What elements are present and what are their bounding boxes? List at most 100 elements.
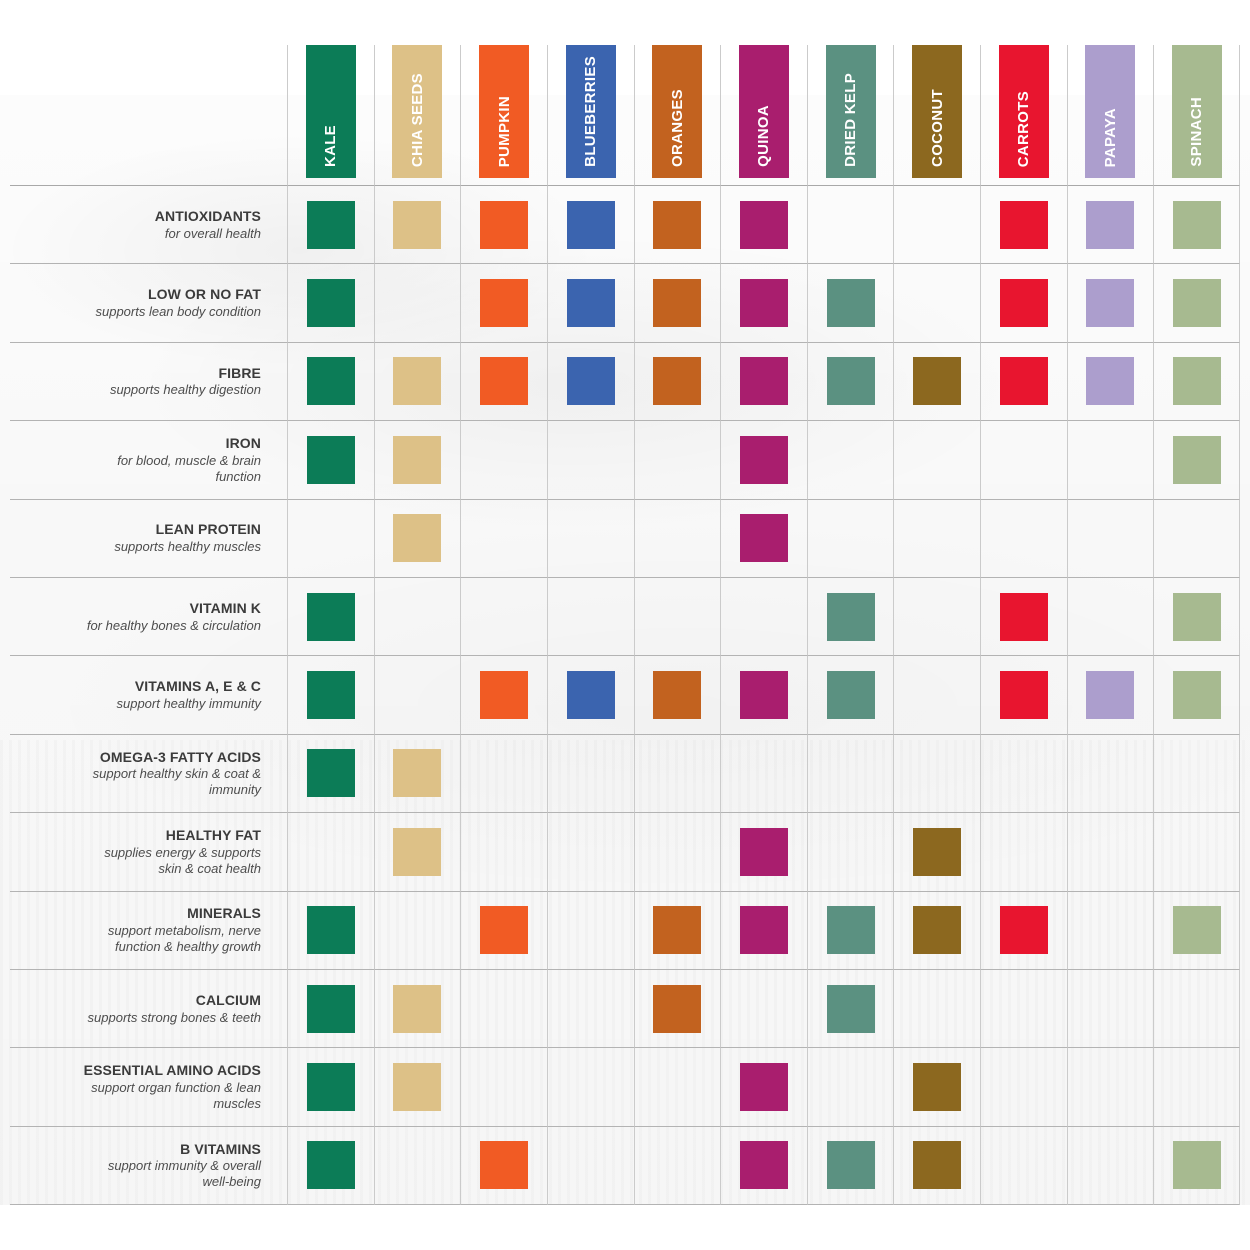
- nutrient-description: support organ function & lean muscles: [91, 1080, 261, 1111]
- nutrient-swatch-pumpkin: [480, 1141, 529, 1190]
- matrix-cell-empty: [980, 1048, 1067, 1127]
- nutrient-swatch-kale: [306, 906, 355, 955]
- nutrient-swatch-spinach: [1172, 435, 1221, 484]
- matrix-cell-empty: [373, 656, 461, 735]
- row-label-iron: IRON for blood, muscle & brain function: [10, 421, 287, 500]
- column-header-bar-spinach: SPINACH: [1171, 45, 1222, 178]
- nutrient-swatch-coconut: [913, 357, 962, 406]
- nutrient-swatch-quinoa: [739, 279, 788, 328]
- matrix-cell-empty: [633, 499, 721, 578]
- matrix-cell-empty: [720, 969, 807, 1049]
- nutrient-name: CALCIUM: [195, 991, 261, 1008]
- column-header-bar-papaya: PAPAYA: [1085, 45, 1136, 178]
- matrix-cell-empty: [546, 813, 634, 892]
- column-header-bar-dried-kelp: DRIED KELP: [825, 45, 876, 178]
- nutrient-swatch-kale: [306, 1141, 355, 1190]
- nutrient-swatch-pumpkin: [480, 671, 529, 720]
- nutrient-swatch-kale: [306, 200, 355, 249]
- nutrient-swatch-coconut: [913, 906, 962, 955]
- matrix-cell-empty: [980, 813, 1067, 892]
- matrix-cell-empty: [980, 969, 1067, 1049]
- matrix-cell-filled: [287, 1126, 374, 1206]
- matrix-cell-filled: [806, 264, 894, 343]
- nutrient-swatch-carrots: [999, 200, 1048, 249]
- nutrient-swatch-kale: [306, 671, 355, 720]
- column-header-cell-quinoa: QUINOA: [720, 45, 807, 186]
- row-label-b-vitamins: B VITAMINS support immunity & overall wel…: [10, 1127, 287, 1206]
- matrix-cell-filled: [806, 969, 894, 1049]
- nutrient-swatch-carrots: [999, 357, 1048, 406]
- nutrient-name: LOW OR NO FAT: [147, 286, 261, 303]
- matrix-cell-empty: [980, 421, 1067, 500]
- matrix-cell-empty: [893, 969, 980, 1049]
- nutrient-description: supports healthy digestion: [109, 382, 261, 398]
- matrix-cell-empty: [720, 734, 807, 814]
- nutrient-description: for overall health: [164, 225, 261, 241]
- nutrient-swatch-quinoa: [739, 435, 788, 484]
- column-header-bar-blueberries: BLUEBERRIES: [565, 45, 616, 178]
- matrix-cell-filled: [1066, 264, 1154, 343]
- row-label-lean-protein: LEAN PROTEIN supports healthy muscles: [10, 500, 287, 578]
- matrix-cell-empty: [460, 499, 547, 578]
- matrix-cell-empty: [546, 969, 634, 1049]
- matrix-cell-empty: [1153, 499, 1240, 578]
- nutrient-swatch-kale: [306, 357, 355, 406]
- matrix-cell-filled: [720, 421, 807, 500]
- nutrient-swatch-quinoa: [739, 906, 788, 955]
- column-header-bar-quinoa: QUINOA: [738, 45, 789, 178]
- matrix-cell-filled: [720, 499, 807, 578]
- corner-spacer: [10, 45, 287, 186]
- matrix-cell-filled: [1153, 656, 1240, 735]
- matrix-cell-filled: [633, 969, 721, 1049]
- nutrient-swatch-quinoa: [739, 671, 788, 720]
- nutrient-swatch-dried-kelp: [826, 1141, 875, 1190]
- column-header-bar-chia-seeds: CHIA SEEDS: [392, 45, 443, 178]
- nutrient-description: support metabolism, nerve function & hea…: [107, 923, 261, 955]
- matrix-cell-empty: [460, 421, 547, 500]
- column-header-cell-carrots: CARROTS: [980, 45, 1067, 186]
- matrix-cell-filled: [1153, 421, 1240, 500]
- nutrient-swatch-oranges: [653, 984, 702, 1033]
- matrix-cell-empty: [806, 421, 894, 500]
- matrix-cell-filled: [460, 656, 547, 735]
- matrix-cell-empty: [460, 734, 547, 814]
- matrix-cell-filled: [1153, 186, 1240, 265]
- matrix-cell-empty: [1153, 813, 1240, 892]
- matrix-cell-filled: [720, 1048, 807, 1127]
- row-label-omega-3-fatty-acids: OMEGA-3 FATTY ACIDS support healthy skin …: [10, 735, 287, 814]
- matrix-cell-filled: [287, 656, 374, 735]
- matrix-cell-empty: [633, 813, 721, 892]
- matrix-cell-empty: [893, 577, 980, 657]
- nutrient-name: B VITAMINS: [180, 1140, 261, 1157]
- matrix-cell-filled: [287, 734, 374, 814]
- row-label-fibre: FIBRE supports healthy digestion: [10, 343, 287, 422]
- nutrient-swatch-oranges: [653, 279, 702, 328]
- matrix-cell-filled: [287, 1048, 374, 1127]
- matrix-cell-filled: [373, 734, 461, 814]
- nutrient-swatch-oranges: [653, 357, 702, 406]
- matrix-cell-empty: [980, 734, 1067, 814]
- matrix-cell-empty: [893, 264, 980, 343]
- nutrient-swatch-chia-seeds: [393, 435, 442, 484]
- column-header-label: QUINOA: [755, 105, 773, 167]
- matrix-cell-filled: [806, 1126, 894, 1206]
- nutrient-swatch-pumpkin: [480, 279, 529, 328]
- matrix-cell-filled: [460, 264, 547, 343]
- nutrient-swatch-quinoa: [739, 357, 788, 406]
- matrix-cell-filled: [1153, 342, 1240, 422]
- matrix-cell-filled: [373, 342, 461, 422]
- nutrient-description: supplies energy & supports skin & coat h…: [104, 844, 261, 876]
- matrix-cell-empty: [460, 1048, 547, 1127]
- matrix-cell-empty: [1066, 1126, 1154, 1206]
- column-header-bar-carrots: CARROTS: [998, 45, 1049, 178]
- column-header-bar-coconut: COCONUT: [912, 45, 963, 178]
- row-label-minerals: MINERALS support metabolism, nerve functi…: [10, 892, 287, 970]
- column-header-cell-dried-kelp: DRIED KELP: [806, 45, 894, 186]
- matrix-cell-empty: [806, 734, 894, 814]
- matrix-cell-empty: [1066, 421, 1154, 500]
- nutrient-description: for blood, muscle & brain function: [117, 452, 261, 484]
- nutrient-description: support healthy skin & coat & immunity: [92, 766, 261, 798]
- column-header-label: PUMPKIN: [495, 95, 513, 167]
- matrix-cell-filled: [287, 186, 374, 265]
